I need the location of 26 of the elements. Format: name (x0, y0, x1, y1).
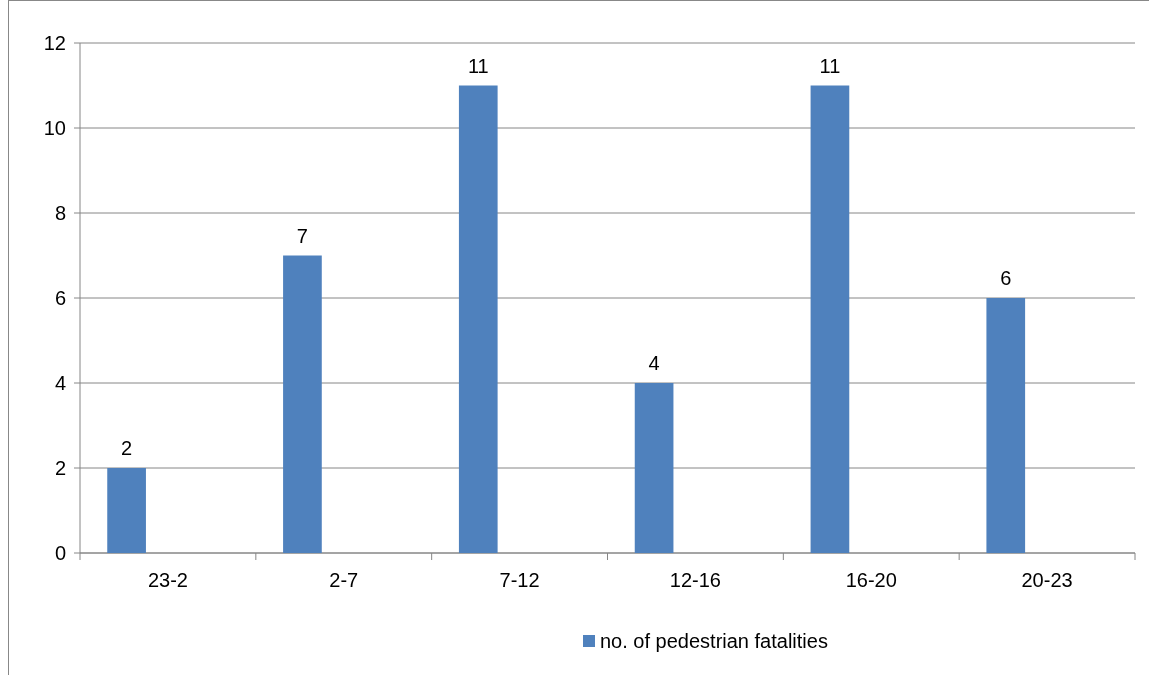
y-tick-label: 4 (54, 372, 66, 394)
data-label: 6 (1000, 267, 1012, 289)
bar (986, 298, 1026, 553)
data-label: 7 (296, 224, 308, 247)
bar (107, 468, 146, 553)
y-tick-label: 10 (43, 117, 66, 139)
x-tick-label: 20-23 (1021, 569, 1073, 591)
x-tick-label: 23-2 (147, 569, 188, 591)
data-label: 4 (648, 352, 660, 374)
y-tick-label: 2 (54, 457, 66, 479)
y-tick-label: 12 (43, 32, 66, 54)
y-tick-label: 0 (54, 542, 66, 564)
bar (458, 85, 498, 553)
bar (810, 85, 850, 553)
legend-label: no. of pedestrian fatalities (600, 630, 828, 652)
x-tick-label: 16-20 (845, 569, 897, 591)
x-tick-label: 7-12 (499, 569, 540, 591)
x-tick-label: 12-16 (669, 569, 721, 591)
data-label: 11 (819, 54, 841, 77)
data-label: 11 (467, 54, 489, 77)
y-tick-label: 6 (54, 287, 66, 309)
y-tick-label: 8 (54, 202, 66, 224)
data-label: 2 (121, 437, 133, 459)
x-tick-label: 2-7 (329, 569, 359, 591)
bar (283, 255, 322, 553)
bar (634, 383, 674, 553)
